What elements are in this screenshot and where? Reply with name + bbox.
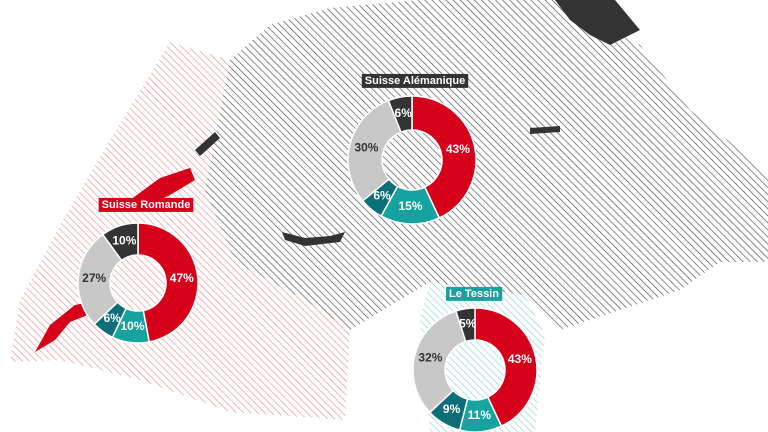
segment-label: 32%	[418, 351, 442, 365]
donut-segment	[412, 310, 467, 414]
segment-label: 47%	[170, 271, 194, 285]
donut-segment	[101, 222, 139, 262]
region-label: Suisse Alémanique	[365, 75, 465, 87]
lake-constance	[555, 0, 640, 45]
segment-label: 43%	[508, 352, 532, 366]
region-label: Suisse Romande	[102, 199, 191, 211]
region-label-bg	[98, 197, 194, 212]
lake-thun	[282, 232, 345, 246]
region-label: Le Tessin	[449, 288, 499, 300]
segment-label: 10%	[112, 233, 136, 247]
segment-label: 43%	[446, 142, 470, 156]
segment-label: 5%	[459, 317, 477, 331]
segment-label: 6%	[395, 106, 413, 120]
region-german	[205, 0, 768, 330]
lake-biel	[195, 132, 220, 156]
segment-label: 9%	[443, 402, 461, 416]
donut-segment	[77, 233, 123, 326]
lake-geneva	[35, 300, 100, 352]
region-label-bg	[361, 73, 469, 88]
segment-label: 15%	[399, 199, 423, 213]
segment-label: 30%	[354, 140, 378, 154]
segment-label: 11%	[468, 408, 492, 422]
donut-segment	[387, 95, 413, 134]
donut-segment	[474, 307, 538, 428]
donut-segment	[454, 307, 476, 343]
region-label-bg	[446, 286, 503, 301]
donut-segment	[411, 95, 477, 219]
lake-zurich	[530, 126, 560, 134]
donut-segment	[137, 222, 199, 343]
segment-label: 6%	[103, 311, 121, 325]
segment-label: 10%	[120, 319, 144, 333]
segment-label: 6%	[373, 188, 391, 202]
donut-segment	[347, 99, 402, 202]
segment-label: 27%	[82, 271, 106, 285]
